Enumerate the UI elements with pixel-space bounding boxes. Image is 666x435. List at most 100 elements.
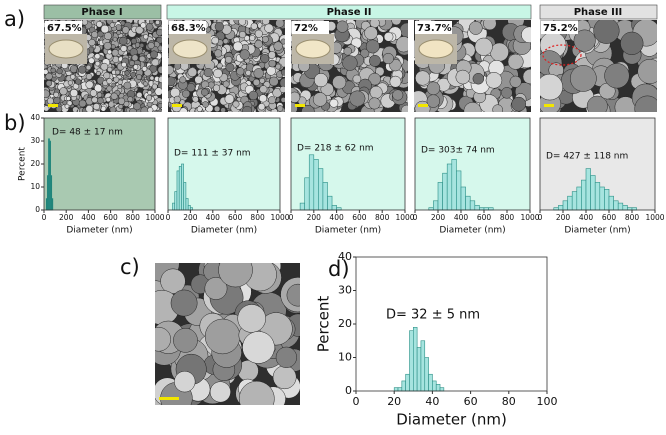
particle	[174, 370, 196, 393]
particle	[266, 66, 276, 76]
particle	[238, 20, 247, 26]
scale-bar	[172, 104, 182, 107]
bar	[331, 205, 337, 211]
bar	[409, 330, 414, 392]
particle	[135, 26, 144, 35]
particle	[129, 60, 135, 67]
bar	[456, 170, 462, 211]
particle	[81, 20, 88, 26]
particle	[131, 54, 139, 62]
particle	[106, 85, 113, 92]
particle	[123, 81, 132, 90]
bar	[397, 387, 403, 392]
particle	[111, 82, 117, 88]
particle	[220, 107, 226, 112]
particle	[97, 97, 104, 104]
x-tick-label: 1000	[520, 213, 539, 222]
particle	[107, 49, 113, 55]
particle	[369, 54, 381, 67]
x-tick-label: 40	[425, 395, 439, 408]
bar	[432, 380, 437, 392]
particle	[637, 58, 657, 84]
particle	[389, 75, 402, 88]
particle	[259, 77, 266, 84]
x-tick-label: 400	[81, 213, 96, 222]
bar	[318, 168, 324, 211]
y-axis-label: Percent	[18, 147, 28, 181]
x-tick-label: 600	[228, 213, 243, 222]
x-tick-label: 0	[289, 213, 294, 222]
y-tick-label: 40	[30, 113, 40, 122]
plot-background	[44, 118, 155, 210]
annotation: D= 303± 74 nm	[421, 146, 495, 156]
particle	[140, 22, 147, 29]
x-tick-label: 1000	[395, 213, 414, 222]
particle	[44, 105, 50, 112]
particle	[360, 48, 370, 58]
x-tick-label: 1000	[645, 213, 664, 222]
particle	[120, 20, 126, 26]
particle	[155, 327, 171, 352]
particle	[156, 28, 162, 36]
particle	[47, 97, 54, 105]
particle	[415, 70, 431, 86]
particle	[200, 88, 209, 97]
x-tick-label: 400	[329, 213, 344, 222]
phase-header	[43, 4, 162, 20]
particle	[182, 89, 191, 98]
particle	[254, 29, 263, 38]
particle	[254, 40, 263, 49]
particle	[332, 75, 347, 90]
bar	[442, 172, 448, 211]
x-tick-label: 200	[556, 213, 571, 222]
label-box	[169, 21, 206, 34]
particle	[275, 346, 297, 368]
particle	[312, 92, 328, 107]
particle	[280, 97, 285, 103]
particle	[352, 74, 362, 84]
particle	[258, 103, 266, 111]
particle	[236, 67, 245, 76]
particle	[259, 85, 268, 94]
particle	[260, 54, 270, 63]
particle	[89, 89, 98, 97]
bar	[451, 159, 457, 211]
particle	[149, 75, 155, 81]
x-tick-label: 600	[352, 213, 367, 222]
phase-label: Phase II	[327, 7, 372, 18]
particle	[336, 20, 349, 33]
highlight	[542, 44, 582, 66]
x-tick-label: 400	[454, 213, 469, 222]
bar	[590, 175, 596, 211]
particle	[365, 39, 380, 54]
bar	[308, 154, 315, 211]
particle	[258, 94, 268, 103]
plot-frame	[167, 117, 281, 211]
x-tick-label: 800	[126, 213, 141, 222]
particle	[106, 78, 113, 85]
particle	[604, 63, 630, 89]
particle	[368, 72, 381, 86]
particle	[149, 50, 158, 59]
particle	[245, 69, 252, 76]
particle	[485, 72, 503, 89]
particle	[134, 42, 141, 48]
particle	[224, 94, 235, 104]
particle	[136, 91, 143, 99]
particle	[343, 46, 352, 56]
bar	[613, 200, 619, 211]
particle	[168, 65, 174, 75]
bar	[469, 200, 476, 211]
bar	[608, 195, 614, 211]
particle	[55, 105, 63, 112]
particle	[85, 80, 94, 89]
annotation: D= 427 ± 118 nm	[546, 152, 628, 162]
bar	[401, 380, 406, 392]
x-axis-label: Diameter (nm)	[564, 226, 630, 236]
particle	[103, 71, 111, 80]
particle	[120, 45, 128, 52]
particle	[248, 90, 259, 101]
particle	[139, 43, 145, 48]
x-tick-label: 200	[307, 213, 322, 222]
panel-label: c)	[120, 255, 140, 279]
